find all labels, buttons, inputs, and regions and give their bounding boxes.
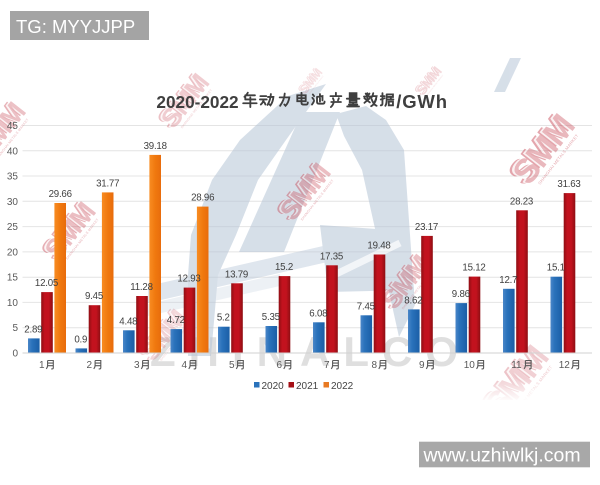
svg-text:15: 15 <box>7 273 19 284</box>
svg-text:23.17: 23.17 <box>415 222 438 233</box>
svg-text:10: 10 <box>7 298 19 309</box>
svg-text:31.77: 31.77 <box>96 178 119 189</box>
svg-text:1: 1 <box>39 360 45 371</box>
svg-text:3: 3 <box>134 360 140 371</box>
svg-text:4.72: 4.72 <box>167 315 185 326</box>
svg-text:28.96: 28.96 <box>191 193 214 204</box>
svg-text:28.23: 28.23 <box>510 196 533 207</box>
svg-text:12.93: 12.93 <box>177 274 200 285</box>
svg-text:2.89: 2.89 <box>24 324 42 335</box>
svg-text:19.48: 19.48 <box>367 241 390 252</box>
svg-text:6: 6 <box>277 360 283 371</box>
svg-text:5.35: 5.35 <box>262 312 280 323</box>
svg-text:31.63: 31.63 <box>557 179 580 190</box>
svg-text:39.18: 39.18 <box>144 141 167 152</box>
svg-text:29.66: 29.66 <box>49 189 72 200</box>
svg-text:45: 45 <box>7 121 19 132</box>
svg-text:15.1: 15.1 <box>547 263 565 274</box>
svg-text:30: 30 <box>7 197 19 208</box>
svg-text:2020: 2020 <box>262 381 285 392</box>
svg-text:12.7: 12.7 <box>499 275 517 286</box>
svg-text:4: 4 <box>182 360 188 371</box>
svg-text:7: 7 <box>324 360 330 371</box>
svg-text:11: 11 <box>511 360 522 371</box>
svg-text:10: 10 <box>464 360 476 371</box>
svg-text:9: 9 <box>419 360 425 371</box>
svg-text:0: 0 <box>12 349 18 360</box>
svg-text:2021: 2021 <box>296 381 319 392</box>
svg-text:12.05: 12.05 <box>35 278 58 289</box>
svg-text:0.9: 0.9 <box>74 334 87 345</box>
svg-text:6.08: 6.08 <box>309 308 327 319</box>
svg-text:TG: MYYJJPP: TG: MYYJJPP <box>16 16 135 37</box>
svg-text:20: 20 <box>7 247 19 258</box>
svg-text:7.45: 7.45 <box>357 301 375 312</box>
svg-text:5: 5 <box>12 323 18 334</box>
svg-text:2020-2022: 2020-2022 <box>156 92 238 112</box>
svg-text:40: 40 <box>7 146 19 157</box>
svg-text:11.28: 11.28 <box>130 282 153 293</box>
svg-text:13.79: 13.79 <box>225 269 248 280</box>
svg-text:9.86: 9.86 <box>452 289 470 300</box>
svg-text:9.45: 9.45 <box>85 291 103 302</box>
svg-text:12: 12 <box>559 360 571 371</box>
svg-text:8: 8 <box>372 360 378 371</box>
svg-text:15.12: 15.12 <box>462 263 485 274</box>
svg-text:5: 5 <box>229 360 235 371</box>
svg-text:15.2: 15.2 <box>275 262 293 273</box>
svg-text:25: 25 <box>7 222 19 233</box>
svg-text:www.uzhiwlkj.com: www.uzhiwlkj.com <box>423 445 581 467</box>
svg-text:/GWh: /GWh <box>396 91 448 112</box>
svg-text:5.2: 5.2 <box>217 313 230 324</box>
svg-text:2022: 2022 <box>331 381 354 392</box>
svg-text:8.62: 8.62 <box>404 295 422 306</box>
svg-text:4.48: 4.48 <box>119 316 137 327</box>
svg-text:17.35: 17.35 <box>320 251 343 262</box>
svg-text:35: 35 <box>7 172 19 183</box>
svg-text:2: 2 <box>87 360 93 371</box>
